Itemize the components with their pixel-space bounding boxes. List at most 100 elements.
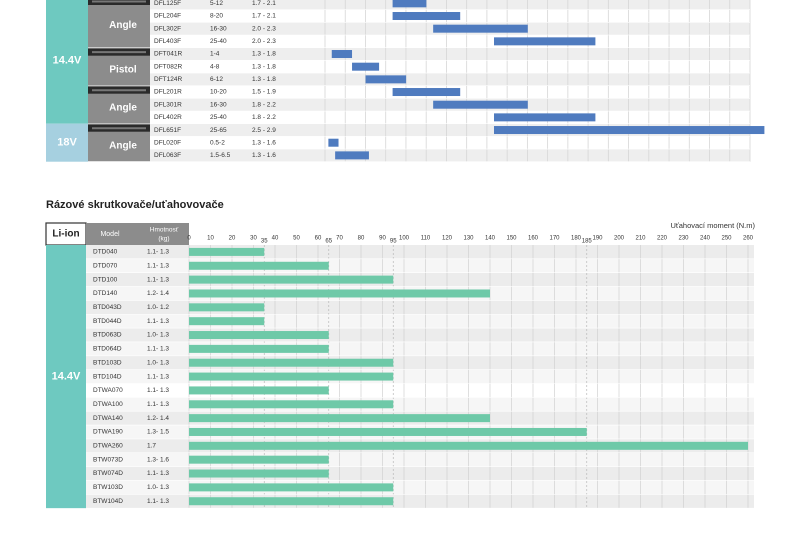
tool-label: Pistol xyxy=(109,64,136,75)
row-model: DTWA100 xyxy=(93,401,123,408)
value-bar xyxy=(189,317,265,326)
range-bar xyxy=(433,100,528,109)
row-weight: 1.2- 1.4 xyxy=(147,290,169,297)
tool-block xyxy=(88,0,150,48)
value-bar xyxy=(189,441,748,450)
tick-label: 20 xyxy=(229,236,236,242)
row-model: DFT082R xyxy=(154,63,182,70)
tick-label: 190 xyxy=(592,236,603,242)
tick-label: 250 xyxy=(721,236,732,242)
row-weight: 1.1- 1.3 xyxy=(147,346,169,353)
row-band xyxy=(86,480,754,495)
row-model: DTWA260 xyxy=(93,443,123,450)
tick-label: 230 xyxy=(678,236,689,242)
range-bar xyxy=(392,88,461,97)
row-speed: 8-20 xyxy=(210,13,223,20)
row-band xyxy=(150,47,750,61)
range-bar xyxy=(494,113,596,122)
voltage-label: 14.4V xyxy=(53,54,82,66)
tick-label: 95 xyxy=(390,239,397,245)
range-bar xyxy=(494,37,596,46)
row-weight: 1.1- 1.3 xyxy=(147,470,169,477)
voltage-block xyxy=(46,0,88,124)
row-band xyxy=(86,341,754,356)
tick-label: 10 xyxy=(207,236,214,242)
tick-label: 200 xyxy=(614,236,625,242)
range-bar xyxy=(433,24,528,33)
row-model: DTWA190 xyxy=(93,429,123,436)
row-weight: 2.0 - 2.3 xyxy=(252,38,276,45)
header-weight: Hmotnosť xyxy=(150,227,179,234)
tick-label: 65 xyxy=(325,239,332,245)
range-bar xyxy=(352,62,380,71)
row-weight: 2.5 - 2.9 xyxy=(252,127,276,134)
row-band xyxy=(86,355,754,370)
range-bar xyxy=(365,75,407,84)
row-weight: 1.7 xyxy=(147,443,156,450)
row-band xyxy=(86,314,754,329)
row-band xyxy=(86,397,754,412)
row-model: BTD063D xyxy=(93,332,122,339)
row-band xyxy=(150,149,750,162)
tick-label: 240 xyxy=(700,236,711,242)
row-model: DFT124R xyxy=(154,76,182,83)
row-model: BTD043D xyxy=(93,304,122,311)
value-bar xyxy=(189,400,394,409)
row-band xyxy=(86,494,754,509)
impact-chart: Rázové skrutkovače/uťahovovače Uťahovací … xyxy=(45,199,756,509)
row-band xyxy=(86,300,754,315)
row-band xyxy=(86,466,754,481)
chart-title: Rázové skrutkovače/uťahovovače xyxy=(46,199,224,211)
row-model: DFL020F xyxy=(154,139,181,146)
voltage-block xyxy=(46,123,88,162)
value-bar xyxy=(189,483,394,492)
row-band xyxy=(86,369,754,384)
header-model: Model xyxy=(100,231,120,238)
tick-label: 80 xyxy=(358,236,365,242)
tick-label: 140 xyxy=(485,236,496,242)
row-model: DFT041R xyxy=(154,51,182,58)
row-weight: 1.2- 1.4 xyxy=(147,415,169,422)
row-model: DTD100 xyxy=(93,276,118,283)
tick-label: 260 xyxy=(743,236,754,242)
row-weight: 1.3- 1.5 xyxy=(147,429,169,436)
tick-label: 120 xyxy=(442,236,453,242)
value-bar xyxy=(189,331,329,340)
tick-label: 130 xyxy=(463,236,474,242)
row-model: BTD104D xyxy=(93,373,122,380)
header-weight-unit: (kg) xyxy=(158,236,169,243)
tick-label: 30 xyxy=(250,236,257,242)
row-weight: 2.0 - 2.3 xyxy=(252,25,276,32)
tick-label: 185 xyxy=(582,239,593,245)
row-weight: 1.3 - 1.8 xyxy=(252,63,276,70)
value-bar xyxy=(189,497,394,506)
value-bar xyxy=(189,455,329,464)
row-model: BTW074D xyxy=(93,470,123,477)
row-band xyxy=(86,452,754,467)
row-model: BTW073D xyxy=(93,456,123,463)
row-model: BTD064D xyxy=(93,346,122,353)
row-speed: 4-8 xyxy=(210,63,220,70)
row-weight: 1.1- 1.3 xyxy=(147,498,169,505)
row-band xyxy=(86,245,754,259)
row-model: DFL204F xyxy=(154,13,181,20)
value-bar xyxy=(189,358,394,367)
row-weight: 1.0- 1.3 xyxy=(147,332,169,339)
row-weight: 1.3 - 1.8 xyxy=(252,51,276,58)
voltage-block xyxy=(46,245,86,509)
row-weight: 1.1- 1.3 xyxy=(147,262,169,269)
tick-label: 40 xyxy=(272,236,279,242)
row-weight: 1.3 - 1.6 xyxy=(252,152,276,159)
tick-label: 170 xyxy=(549,236,560,242)
row-speed: 5-12 xyxy=(210,0,223,7)
row-band xyxy=(86,258,754,273)
row-model: BTD103D xyxy=(93,359,122,366)
row-model: DFL063F xyxy=(154,152,181,159)
row-model: DTWA070 xyxy=(93,387,123,394)
row-speed: 1-4 xyxy=(210,51,220,58)
tick-label: 210 xyxy=(635,236,646,242)
row-speed: 6-12 xyxy=(210,76,223,83)
value-bar xyxy=(189,427,587,436)
value-bar xyxy=(189,275,394,284)
voltage-label: 18V xyxy=(57,137,77,149)
